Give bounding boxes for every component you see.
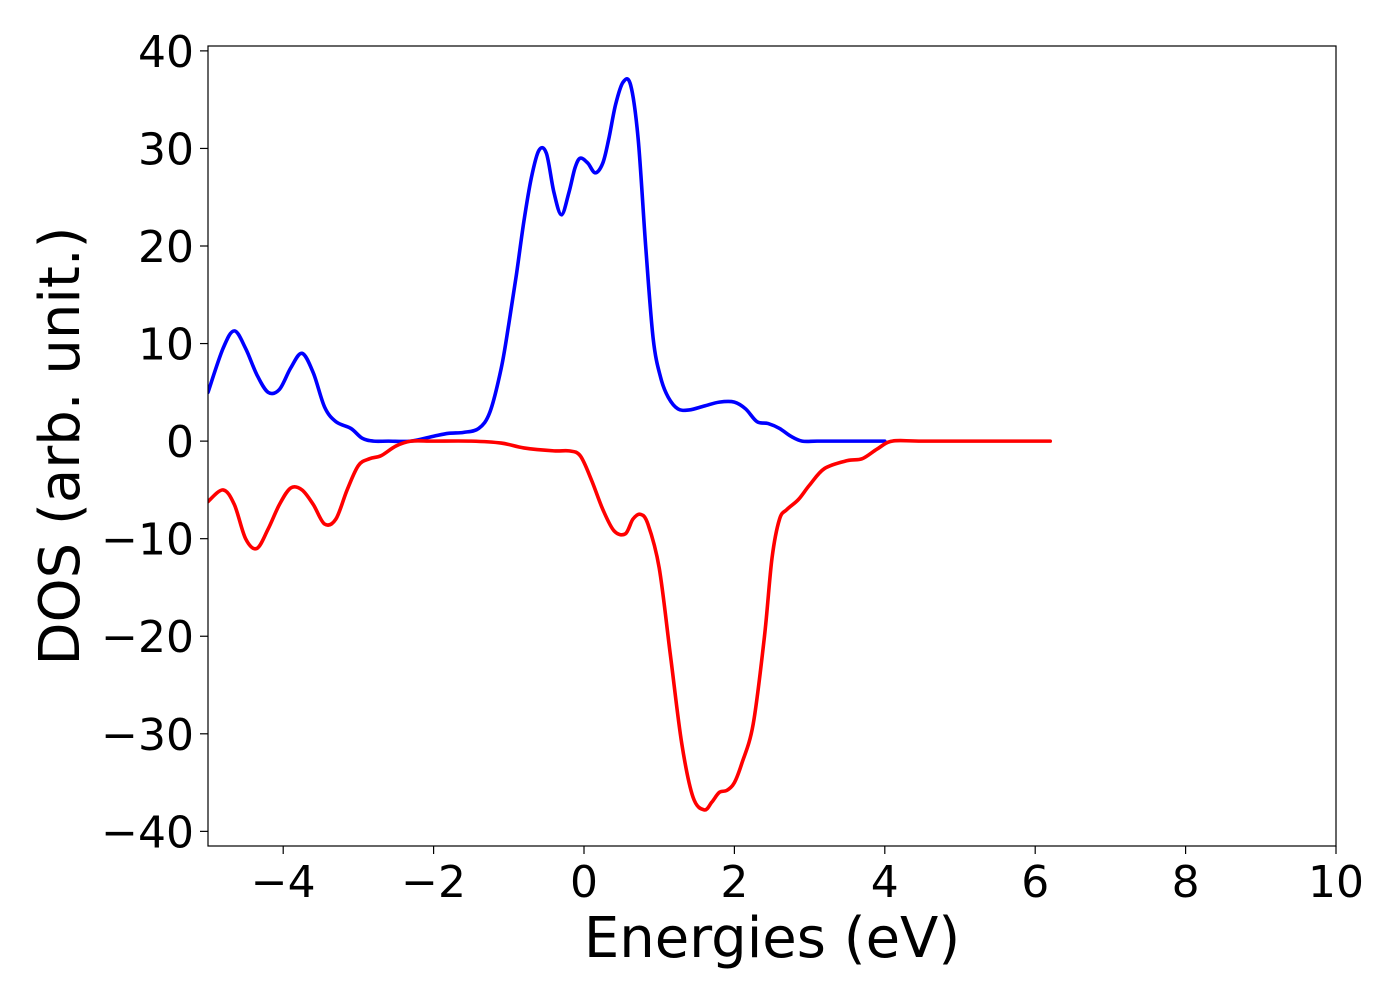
y-axis: 40 30 20 10 0 −10 −20 −30 −40 — [101, 27, 208, 858]
y-tick-label: 10 — [138, 320, 194, 371]
y-tick-label: 0 — [166, 417, 194, 468]
x-tick-label: 10 — [1308, 857, 1364, 908]
y-tick-label: −20 — [101, 612, 194, 663]
x-tick-label: −2 — [401, 857, 466, 908]
x-tick-label: 8 — [1172, 857, 1200, 908]
y-tick-label: 20 — [138, 222, 194, 273]
x-tick-label: 0 — [570, 857, 598, 908]
y-tick-label: 30 — [138, 124, 194, 175]
y-tick-label: −40 — [101, 807, 194, 858]
axes-frame — [207, 45, 1337, 847]
y-tick-label: −10 — [101, 515, 194, 566]
x-tick-label: 2 — [720, 857, 748, 908]
dos-line-red — [208, 438, 1053, 812]
y-tick-label: 40 — [138, 27, 194, 78]
x-tick-label: 6 — [1021, 857, 1049, 908]
dos-line-blue — [208, 77, 887, 444]
x-tick-label: −4 — [251, 857, 316, 908]
y-axis-label: DOS (arb. unit.) — [28, 226, 93, 665]
y-tick-label: −30 — [101, 710, 194, 761]
plot-area — [208, 77, 1053, 812]
x-axis-label: Energies (eV) — [584, 906, 960, 971]
x-tick-label: 4 — [871, 857, 899, 908]
x-axis: −4 −2 0 2 4 6 8 10 — [251, 846, 1364, 908]
